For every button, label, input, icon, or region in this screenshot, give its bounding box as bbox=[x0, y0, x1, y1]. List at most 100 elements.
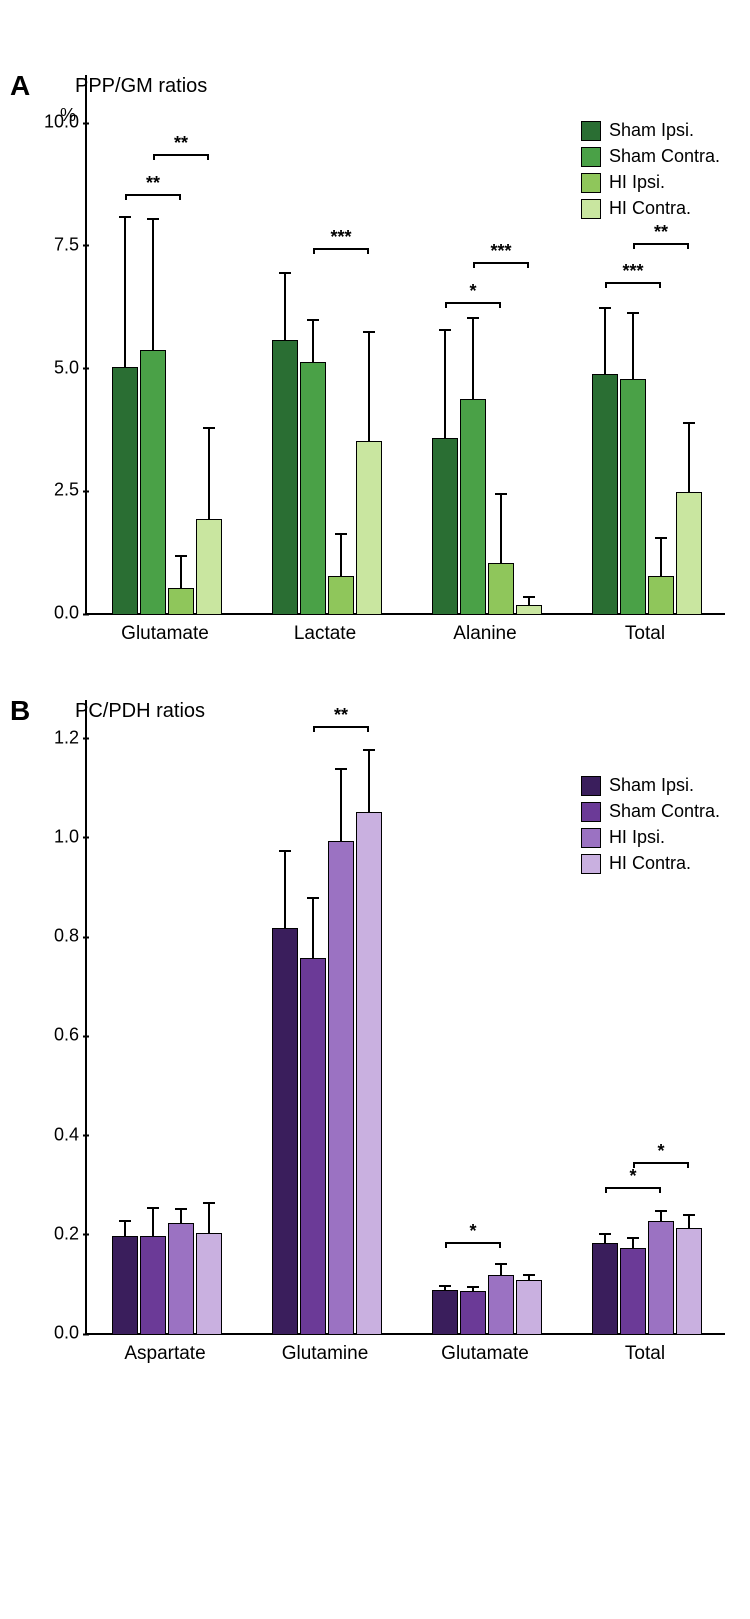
y-tick-label: 0.0 bbox=[54, 1323, 87, 1344]
y-tick-label: 5.0 bbox=[54, 357, 87, 378]
error-bar bbox=[208, 1202, 210, 1234]
error-bar bbox=[284, 850, 286, 929]
significance-label: * bbox=[629, 1166, 636, 1187]
bar-rect bbox=[168, 588, 194, 615]
bar bbox=[196, 519, 222, 615]
bar-rect bbox=[648, 1221, 674, 1335]
y-tick-label: 1.2 bbox=[54, 727, 87, 748]
significance-line bbox=[473, 262, 529, 264]
chart-area: 0.00.20.40.60.81.01.2***** bbox=[85, 700, 725, 1335]
error-bar bbox=[500, 1263, 502, 1277]
bar-group bbox=[112, 1223, 222, 1335]
significance-label: ** bbox=[654, 222, 668, 243]
bar-rect bbox=[516, 1280, 542, 1335]
bar-group bbox=[112, 350, 222, 615]
x-tick-label: Total bbox=[565, 623, 725, 645]
bar bbox=[168, 1223, 194, 1335]
significance-line bbox=[125, 194, 181, 196]
y-tick-label: 0.6 bbox=[54, 1025, 87, 1046]
bar bbox=[328, 576, 354, 615]
bar-rect bbox=[356, 812, 382, 1335]
y-tick-label: 2.5 bbox=[54, 480, 87, 501]
bar bbox=[432, 438, 458, 615]
error-bar bbox=[444, 329, 446, 439]
bar-rect bbox=[168, 1223, 194, 1335]
error-bar bbox=[632, 1237, 634, 1249]
x-tick-label: Aspartate bbox=[85, 1343, 245, 1365]
error-bar bbox=[368, 749, 370, 813]
significance-line bbox=[313, 248, 369, 250]
significance-line bbox=[633, 243, 689, 245]
bar-rect bbox=[516, 605, 542, 615]
significance-line bbox=[605, 282, 661, 284]
error-bar bbox=[688, 422, 690, 493]
significance-label: ** bbox=[146, 173, 160, 194]
error-bar bbox=[180, 555, 182, 589]
significance-label: * bbox=[469, 1221, 476, 1242]
bar bbox=[676, 1228, 702, 1335]
bar-rect bbox=[460, 1291, 486, 1335]
bar-rect bbox=[328, 841, 354, 1335]
bar bbox=[676, 492, 702, 615]
x-tick-label: Lactate bbox=[245, 623, 405, 645]
bar-group bbox=[272, 812, 382, 1335]
y-tick-label: 0.2 bbox=[54, 1223, 87, 1244]
error-bar bbox=[632, 312, 634, 381]
error-bar bbox=[152, 1207, 154, 1237]
chart-panel: BPC/PDH ratiosSham Ipsi.Sham Contra.HI I… bbox=[15, 700, 735, 1365]
bar-rect bbox=[140, 1236, 166, 1335]
bar bbox=[592, 1243, 618, 1335]
bar-group bbox=[432, 399, 542, 615]
bar-rect bbox=[140, 350, 166, 615]
bar bbox=[140, 1236, 166, 1335]
bar-rect bbox=[432, 1290, 458, 1335]
bar-rect bbox=[592, 374, 618, 615]
significance-label: ** bbox=[334, 705, 348, 726]
significance-label: *** bbox=[330, 227, 351, 248]
y-tick-label: 1.0 bbox=[54, 826, 87, 847]
significance-label: * bbox=[469, 281, 476, 302]
x-tick-label: Glutamate bbox=[405, 1343, 565, 1365]
bar bbox=[112, 1236, 138, 1335]
significance-line bbox=[445, 1242, 501, 1244]
bar bbox=[272, 340, 298, 615]
bar-rect bbox=[300, 958, 326, 1335]
significance-label: *** bbox=[622, 261, 643, 282]
significance-line bbox=[313, 726, 369, 728]
bar-rect bbox=[112, 1236, 138, 1335]
bar bbox=[488, 563, 514, 615]
error-bar bbox=[124, 216, 126, 368]
error-bar bbox=[152, 218, 154, 351]
bar-group bbox=[592, 1221, 702, 1335]
bar bbox=[488, 1275, 514, 1335]
bar-rect bbox=[356, 441, 382, 615]
x-tick-label: Glutamine bbox=[245, 1343, 405, 1365]
error-bar bbox=[124, 1220, 126, 1236]
bar-rect bbox=[272, 928, 298, 1335]
error-bar bbox=[472, 317, 474, 400]
bar bbox=[168, 588, 194, 615]
bar-rect bbox=[300, 362, 326, 615]
bar bbox=[620, 379, 646, 615]
bar-rect bbox=[620, 1248, 646, 1335]
bar bbox=[272, 928, 298, 1335]
significance-line bbox=[633, 1162, 689, 1164]
y-tick-label: 0.0 bbox=[54, 603, 87, 624]
bar-rect bbox=[196, 519, 222, 615]
error-bar bbox=[604, 307, 606, 376]
bar bbox=[460, 399, 486, 615]
significance-label: ** bbox=[174, 133, 188, 154]
bar bbox=[432, 1290, 458, 1335]
chart-panel: APPP/GM ratios%Sham Ipsi.Sham Contra.HI … bbox=[15, 75, 735, 645]
panel-label: A bbox=[10, 70, 30, 102]
error-bar bbox=[660, 537, 662, 576]
bar bbox=[648, 576, 674, 615]
significance-line bbox=[153, 154, 209, 156]
bar bbox=[300, 958, 326, 1335]
bar-rect bbox=[432, 438, 458, 615]
bar-rect bbox=[328, 576, 354, 615]
error-bar bbox=[368, 331, 370, 441]
error-bar bbox=[660, 1210, 662, 1222]
error-bar bbox=[472, 1286, 474, 1292]
significance-line bbox=[445, 302, 501, 304]
